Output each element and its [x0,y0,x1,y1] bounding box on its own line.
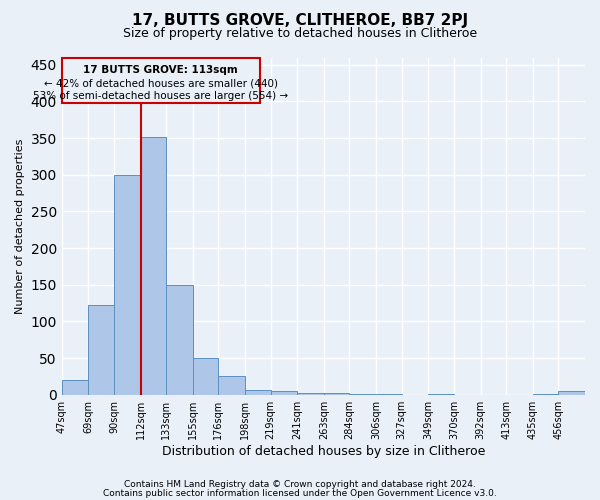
Bar [114,175,140,394]
Text: Contains public sector information licensed under the Open Government Licence v3: Contains public sector information licen… [103,488,497,498]
Bar [62,58,260,103]
Text: 17 BUTTS GROVE: 113sqm: 17 BUTTS GROVE: 113sqm [83,65,238,75]
Bar [166,284,193,395]
Y-axis label: Number of detached properties: Number of detached properties [15,138,25,314]
Bar [558,391,585,394]
Bar [218,376,245,394]
Bar [324,393,349,394]
Text: Size of property relative to detached houses in Clitheroe: Size of property relative to detached ho… [123,28,477,40]
Bar [193,358,218,395]
Bar [140,136,166,394]
Text: 17, BUTTS GROVE, CLITHEROE, BB7 2PJ: 17, BUTTS GROVE, CLITHEROE, BB7 2PJ [132,12,468,28]
Text: Contains HM Land Registry data © Crown copyright and database right 2024.: Contains HM Land Registry data © Crown c… [124,480,476,489]
Bar [297,393,324,394]
X-axis label: Distribution of detached houses by size in Clitheroe: Distribution of detached houses by size … [162,444,485,458]
Bar [88,306,114,394]
Bar [271,391,297,394]
Text: ← 42% of detached houses are smaller (440): ← 42% of detached houses are smaller (44… [44,78,278,88]
Text: 53% of semi-detached houses are larger (554) →: 53% of semi-detached houses are larger (… [33,91,288,101]
Bar [245,390,271,394]
Bar [62,380,88,394]
